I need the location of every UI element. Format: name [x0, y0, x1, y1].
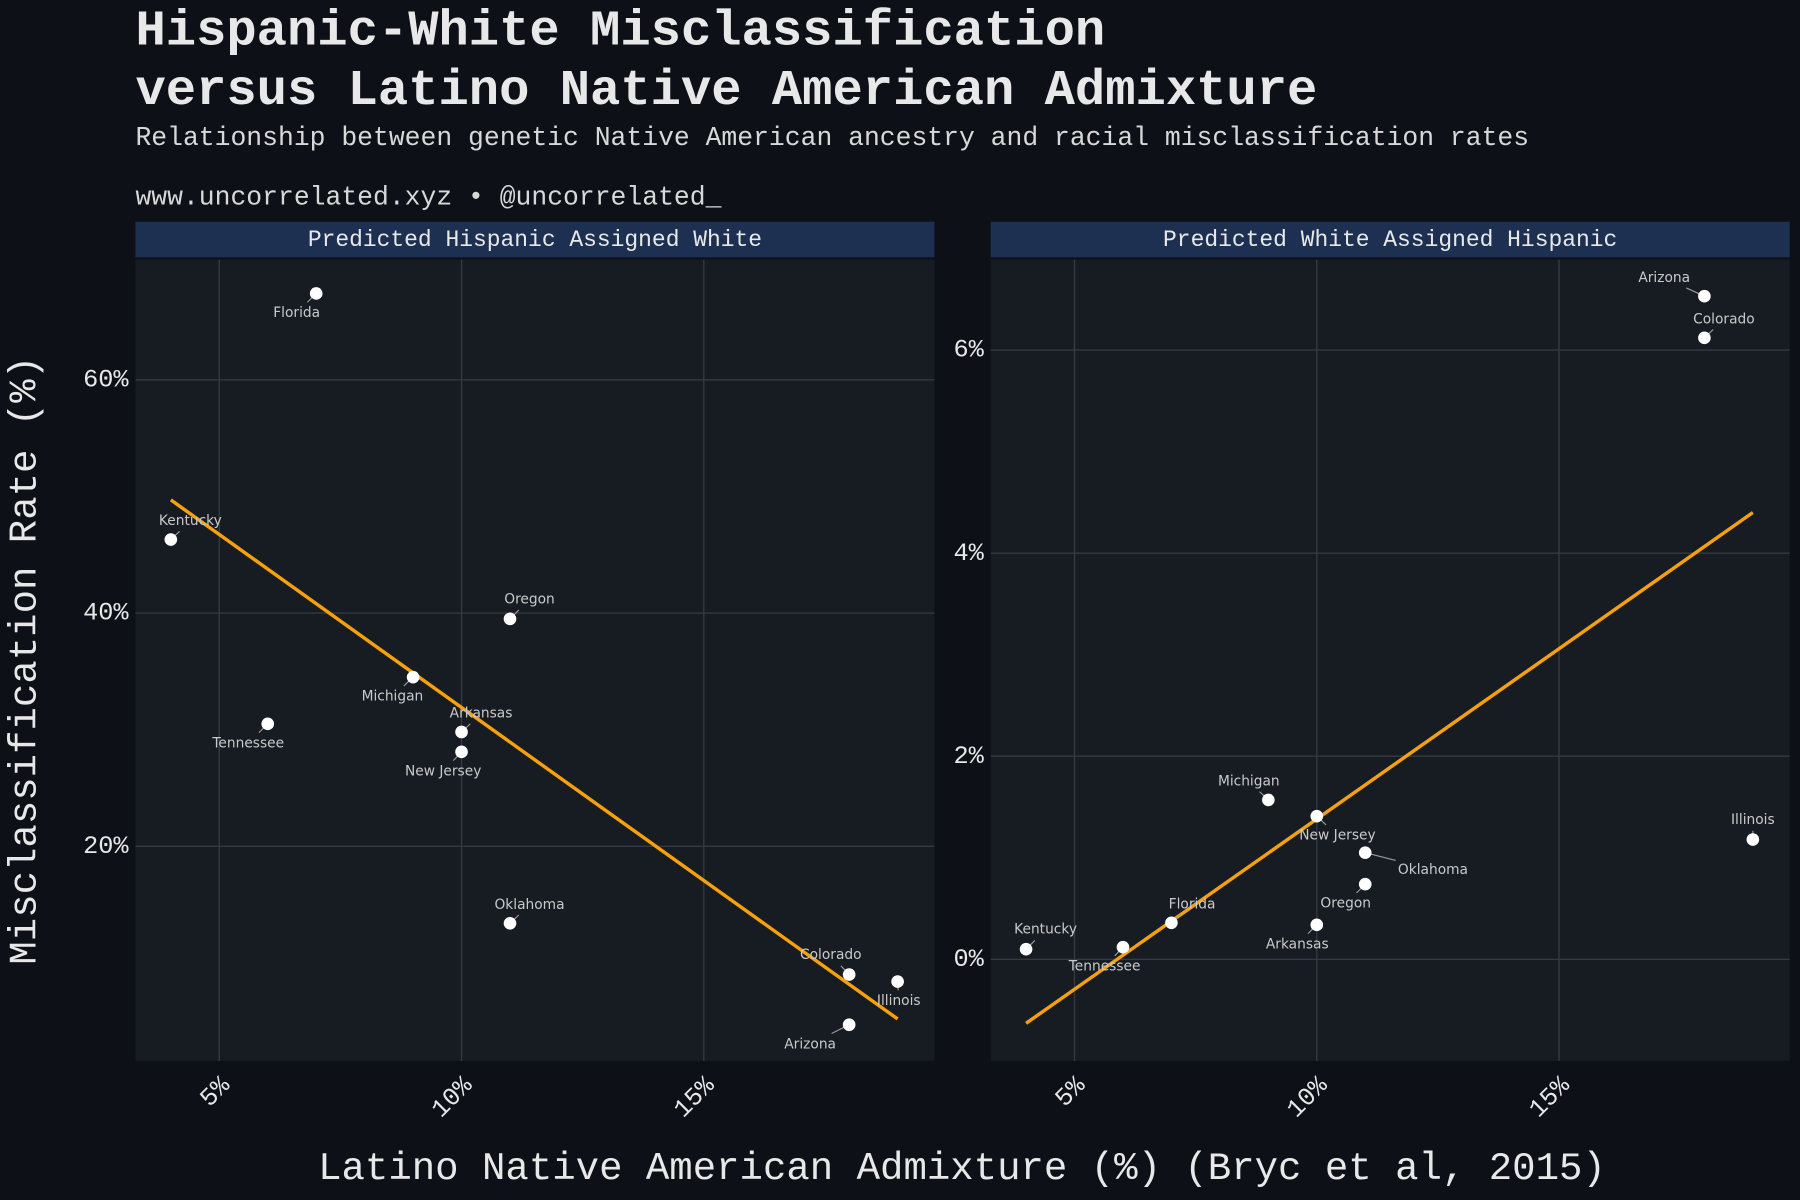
strip	[135, 221, 935, 258]
point	[309, 287, 323, 300]
point-label: Michigan	[362, 689, 424, 705]
panel-background	[135, 259, 935, 1061]
point-label: Arkansas	[450, 706, 513, 722]
point-label: Arizona	[784, 1036, 836, 1052]
point-label: Illinois	[877, 993, 921, 1009]
point	[164, 533, 178, 546]
y-tick-label: 40%	[83, 599, 129, 628]
y-tick-label: 6%	[953, 336, 984, 365]
trend-line	[1025, 511, 1754, 1025]
point	[261, 717, 275, 731]
trend-line	[169, 498, 899, 1021]
subtitle: Relationship between genetic Native Amer…	[135, 123, 1529, 153]
strip	[990, 221, 1790, 258]
point	[842, 1018, 856, 1032]
point-label: Kentucky	[159, 513, 222, 529]
point-label: Oregon	[504, 591, 555, 607]
y-tick-label: 4%	[953, 539, 984, 568]
point	[1746, 833, 1760, 846]
y-tick-label: 2%	[953, 742, 984, 771]
point-label: New Jersey	[405, 763, 481, 779]
point-label: Colorado	[800, 947, 862, 963]
point-label: New Jersey	[1299, 828, 1375, 844]
point-label: Michigan	[1218, 774, 1280, 790]
point-label: Florida	[1169, 896, 1216, 912]
point-label: Oregon	[1320, 896, 1371, 912]
point	[1358, 846, 1372, 860]
point	[1698, 289, 1711, 303]
point-label: Oklahoma	[494, 897, 564, 913]
y-tick-label: 0%	[953, 945, 984, 974]
panel-title: Predicted White Assigned Hispanic	[1163, 227, 1617, 253]
x-axis-label: Latino Native American Admixture (%) (Br…	[318, 1147, 1606, 1191]
point	[503, 916, 517, 930]
point-label: Arkansas	[1266, 936, 1329, 952]
point-label: Kentucky	[1014, 922, 1077, 938]
point-label: Colorado	[1693, 311, 1755, 327]
point	[455, 745, 468, 759]
point	[842, 968, 856, 981]
point	[1262, 793, 1275, 807]
panel-title: Predicted Hispanic Assigned White	[308, 227, 762, 253]
point	[1698, 331, 1711, 345]
point-label: Arizona	[1638, 270, 1690, 286]
title-line: Hispanic-White Misclassification	[135, 4, 1105, 61]
point	[503, 612, 517, 626]
point-label: Florida	[273, 305, 320, 321]
point	[891, 975, 904, 988]
y-tick-label: 60%	[83, 365, 129, 394]
caption: www.uncorrelated.xyz • @uncorrelated_	[135, 183, 721, 213]
point	[1165, 916, 1178, 930]
y-tick-label: 20%	[83, 832, 129, 861]
point	[1019, 942, 1033, 956]
point-label: Illinois	[1731, 812, 1775, 828]
point	[455, 725, 468, 739]
point	[406, 670, 420, 684]
point-label: Tennessee	[1068, 959, 1141, 975]
y-axis-label: Misclassification Rate (%)	[4, 356, 48, 965]
point	[1310, 918, 1324, 932]
panel-background	[990, 259, 1790, 1061]
point-label: Oklahoma	[1398, 862, 1468, 878]
title-line: versus Latino Native American Admixture	[135, 63, 1317, 120]
point	[1310, 809, 1324, 823]
point	[1116, 940, 1130, 954]
point-label: Tennessee	[211, 735, 284, 751]
point	[1358, 877, 1372, 891]
